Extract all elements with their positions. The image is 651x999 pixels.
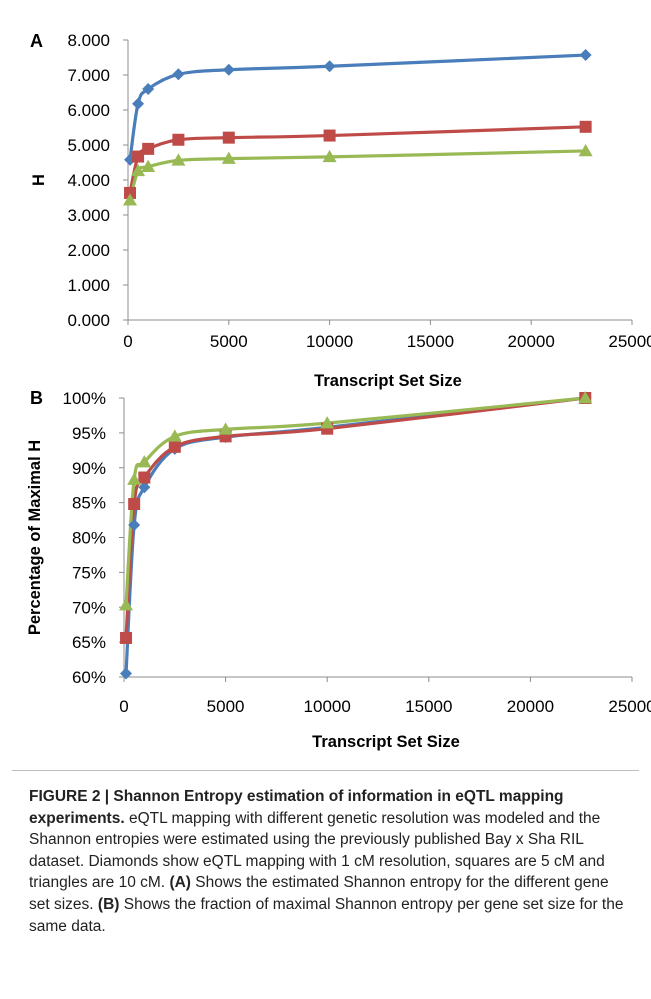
y-axis-title: H bbox=[30, 174, 48, 186]
x-tick-label: 0 bbox=[119, 697, 128, 716]
data-point-diamond bbox=[222, 63, 235, 76]
y-tick-label: 2.000 bbox=[67, 241, 110, 260]
data-point-triangle bbox=[320, 416, 335, 429]
data-point-triangle bbox=[123, 193, 138, 206]
data-point-triangle bbox=[167, 429, 182, 442]
y-tick-label: 3.000 bbox=[67, 206, 110, 225]
data-point-triangle bbox=[218, 422, 233, 435]
data-point-diamond bbox=[132, 97, 145, 110]
caption-top-rule bbox=[12, 770, 639, 771]
series-line-square bbox=[124, 396, 587, 640]
data-point-square bbox=[168, 440, 181, 453]
caption-text-b: Shows the fraction of maximal Shannon en… bbox=[29, 895, 624, 935]
data-point-square bbox=[138, 471, 151, 484]
panel-b: B 60% 65% 70% 75% 80% 85% 90% 95% 100% 0 5000 10000 1… bbox=[26, 388, 651, 751]
caption-body: eQTL mapping with different genetic reso… bbox=[29, 809, 605, 892]
caption-title: FIGURE 2 | Shannon Entropy estimation of… bbox=[29, 788, 564, 827]
data-point-diamond bbox=[579, 49, 592, 62]
x-tick-label: 25000 bbox=[608, 697, 651, 716]
data-point-triangle bbox=[131, 163, 146, 177]
data-point-triangle bbox=[119, 598, 134, 611]
y-tick-label: 100% bbox=[63, 389, 106, 408]
data-point-triangle bbox=[171, 153, 186, 166]
data-point-diamond bbox=[172, 68, 185, 81]
y-tick-label: 95% bbox=[72, 424, 106, 443]
y-tick-label: 80% bbox=[72, 529, 106, 548]
data-point-diamond bbox=[120, 667, 133, 680]
y-tick-label: 4.000 bbox=[67, 171, 110, 190]
x-tick-label: 0 bbox=[123, 332, 132, 351]
panel-label-b: B bbox=[30, 388, 43, 408]
data-point-square bbox=[579, 120, 592, 133]
data-point-square bbox=[172, 133, 185, 146]
x-tick-label: 25000 bbox=[608, 332, 651, 351]
x-tick-label: 20000 bbox=[507, 697, 554, 716]
y-tick-label: 8.000 bbox=[67, 31, 110, 50]
data-point-triangle bbox=[137, 455, 152, 468]
data-point-square bbox=[124, 186, 137, 199]
caption-ref-b: (B) bbox=[97, 895, 120, 913]
y-tick-label: 7.000 bbox=[67, 66, 110, 85]
data-point-diamond bbox=[142, 83, 155, 95]
y-tick-label: 5.000 bbox=[67, 136, 110, 155]
y-tick-label: 6.000 bbox=[67, 101, 110, 120]
data-point-diamond bbox=[128, 518, 141, 531]
data-point-square bbox=[120, 631, 133, 644]
x-tick-label: 15000 bbox=[405, 697, 452, 716]
x-tick-label: 10000 bbox=[304, 697, 351, 716]
series-line-diamond bbox=[128, 53, 588, 162]
x-tick-label: 5000 bbox=[210, 332, 248, 351]
data-point-square bbox=[132, 150, 145, 163]
figure-caption: FIGURE 2 | Shannon Entropy estimation of… bbox=[29, 786, 631, 937]
data-point-diamond bbox=[323, 60, 336, 73]
data-point-square bbox=[222, 131, 235, 144]
caption-ref-a: (A) bbox=[169, 874, 191, 892]
data-point-triangle bbox=[578, 391, 593, 404]
x-tick-label: 15000 bbox=[407, 332, 454, 351]
data-point-triangle bbox=[322, 149, 337, 163]
data-point-diamond bbox=[138, 481, 151, 494]
figure-charts: A 0.000 1.000 2.000 3.000 4.000 5.000 6.000 7.00… bbox=[26, 31, 651, 751]
y-tick-label: 0.000 bbox=[67, 311, 110, 330]
data-point-triangle bbox=[141, 159, 156, 172]
panel-a: A 0.000 1.000 2.000 3.000 4.000 5.000 6.000 7.00… bbox=[30, 31, 651, 390]
data-point-square bbox=[142, 142, 155, 155]
y-tick-label: 70% bbox=[72, 598, 106, 617]
series-line-triangle bbox=[128, 149, 588, 202]
data-point-triangle bbox=[127, 472, 142, 485]
x-axis-title: Transcript Set Size bbox=[314, 372, 462, 390]
data-point-triangle bbox=[578, 143, 593, 157]
y-tick-label: 1.000 bbox=[67, 276, 110, 295]
y-tick-label: 90% bbox=[72, 459, 106, 478]
panel-label-a: A bbox=[30, 31, 43, 51]
x-tick-label: 20000 bbox=[508, 332, 555, 351]
y-tick-label: 75% bbox=[72, 563, 106, 582]
x-axis-title: Transcript Set Size bbox=[312, 733, 460, 751]
y-tick-label: 85% bbox=[72, 494, 106, 513]
data-point-square bbox=[128, 498, 141, 511]
data-point-triangle bbox=[221, 151, 236, 164]
y-axis-title: Percentage of Maximal H bbox=[26, 440, 44, 635]
series-line-triangle bbox=[124, 396, 587, 607]
data-point-square bbox=[323, 129, 336, 142]
y-tick-label: 60% bbox=[72, 668, 106, 687]
y-tick-label: 65% bbox=[72, 633, 106, 652]
x-tick-label: 5000 bbox=[207, 697, 245, 716]
x-tick-label: 10000 bbox=[306, 332, 353, 351]
caption-text-a: Shows the estimated Shannon entropy for … bbox=[29, 874, 609, 913]
